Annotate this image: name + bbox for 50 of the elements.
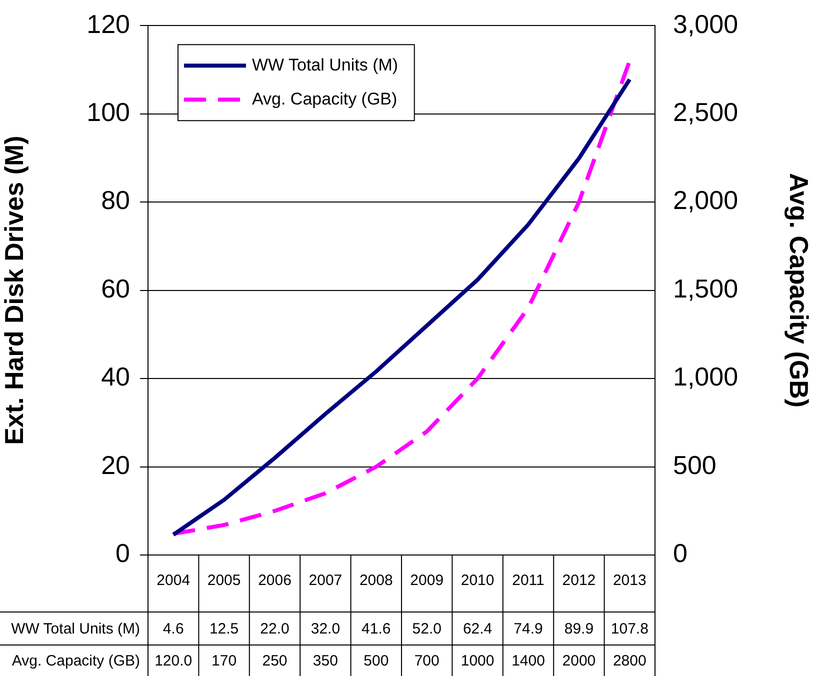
y2-tick-label: 2,000 (673, 185, 738, 216)
text: WW Total Units (M) (11, 620, 140, 638)
data-label: 500 (364, 652, 389, 670)
y-axis-title: Ext. Hard Disk Drives (M) (0, 136, 29, 445)
y-tick-label: 100 (86, 97, 130, 128)
y2-tick-label: 0 (673, 538, 688, 568)
y2-tick-label: 1,500 (673, 273, 738, 304)
text: Avg. Capacity (GB) (12, 652, 140, 670)
data-label: 41.6 (362, 620, 391, 638)
y-tick-label: 60 (101, 273, 130, 304)
y2-axis-title: Avg. Capacity (GB) (784, 173, 813, 408)
data-label: 1000 (460, 652, 494, 670)
x-tick-label: 2008 (359, 572, 393, 590)
data-label: 89.9 (564, 620, 594, 638)
data-label: 170 (212, 652, 237, 670)
x-tick-label: 2004 (156, 572, 190, 590)
x-tick-label: 2012 (562, 572, 596, 590)
y-tick-label: 80 (101, 185, 130, 216)
data-label: 32.0 (310, 620, 340, 638)
data-label: 12.5 (209, 620, 239, 638)
y-tick-label: 20 (101, 450, 130, 480)
x-tick-label: 2007 (308, 572, 342, 590)
y-tick-label: 120 (86, 8, 130, 39)
y2-tick-label: 500 (673, 450, 716, 480)
x-tick-label: 2013 (612, 572, 646, 590)
data-label: 2800 (612, 652, 646, 670)
legend-label: WW Total Units (M) (252, 55, 398, 74)
x-tick-label: 2005 (207, 572, 241, 590)
x-tick-label: 2010 (460, 572, 494, 590)
y-tick-label: 0 (116, 538, 130, 568)
data-label: 120.0 (154, 652, 192, 670)
data-label: 107.8 (610, 620, 648, 638)
x-tick-label: 2006 (258, 572, 292, 590)
y-tick-label: 40 (101, 362, 130, 392)
data-label: 74.9 (514, 620, 543, 638)
data-label: 700 (414, 652, 440, 670)
x-tick-label: 2009 (410, 572, 444, 590)
data-label: 250 (262, 652, 288, 670)
y2-tick-label: 3,000 (673, 8, 738, 39)
data-label: 4.6 (162, 620, 184, 638)
data-label: 350 (312, 652, 338, 670)
data-label: 1400 (512, 652, 545, 670)
data-label: 62.4 (462, 620, 492, 638)
x-tick-label: 2011 (512, 572, 544, 590)
legend-label: Avg. Capacity (GB) (252, 89, 398, 108)
y2-tick-label: 2,500 (673, 97, 738, 128)
data-label: 2000 (562, 652, 596, 670)
y2-tick-label: 1,000 (673, 362, 738, 392)
data-label: 22.0 (260, 620, 290, 638)
data-label: 52.0 (412, 620, 442, 638)
